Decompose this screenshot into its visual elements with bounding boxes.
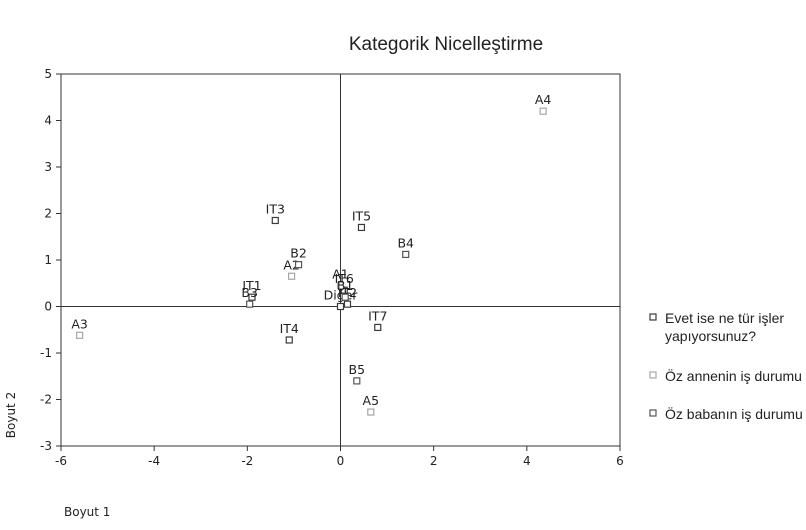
data-point-label: B5 bbox=[349, 362, 366, 377]
data-point-label: IT3 bbox=[266, 201, 285, 216]
data-point-label: B2 bbox=[290, 246, 307, 261]
data-points: IT3IT1IT4IT5IT6IT7DiğerIT2A4A2A1A3A5B2B4… bbox=[71, 92, 552, 416]
legend-marker bbox=[649, 313, 657, 321]
data-point-marker bbox=[341, 293, 349, 301]
data-point-marker bbox=[294, 261, 303, 269]
legend-item: Öz annenin iş durumu bbox=[649, 367, 802, 384]
reference-lines bbox=[61, 74, 620, 446]
legend-item: Evet ise ne tür işler yapıyorsunuz? bbox=[649, 310, 784, 344]
data-point-marker bbox=[340, 286, 348, 294]
legend-label: Öz babanın iş durumu bbox=[665, 405, 803, 422]
y-tick-label: 5 bbox=[44, 67, 52, 81]
data-point-marker bbox=[287, 272, 296, 280]
legend-marker bbox=[649, 409, 657, 417]
y-axis-ticks: -3 -2 -1 0 1 2 3 4 5 bbox=[40, 67, 61, 453]
data-point-label: IT5 bbox=[352, 208, 371, 223]
data-point-marker bbox=[539, 107, 547, 115]
legend-label: Öz annenin iş durumu bbox=[665, 367, 802, 384]
legend-item: Öz babanın iş durumu bbox=[649, 405, 803, 422]
y-tick-label: 3 bbox=[44, 160, 52, 174]
x-tick-label: 0 bbox=[337, 454, 345, 468]
data-point-label: A5 bbox=[363, 393, 380, 408]
chart-title: Kategorik Nicelleştirme bbox=[349, 34, 543, 55]
data-point-label: IT4 bbox=[280, 321, 299, 336]
data-point-marker bbox=[271, 216, 279, 225]
legend-marker bbox=[649, 371, 657, 379]
series-2: A4 A2 A1 A3 A5 bbox=[71, 92, 552, 416]
x-axis-label: Boyut 1 bbox=[64, 505, 110, 519]
legend-label: Evet ise ne tür işler bbox=[665, 310, 784, 326]
data-point-marker bbox=[246, 300, 254, 308]
data-point-label: A2 bbox=[283, 257, 300, 272]
data-point-label: B3 bbox=[241, 285, 258, 300]
data-point-marker bbox=[285, 336, 293, 344]
x-tick-label: 2 bbox=[430, 454, 438, 468]
y-tick-label: 0 bbox=[44, 300, 52, 314]
data-point-label: IT7 bbox=[368, 308, 387, 323]
data-point-marker bbox=[248, 293, 256, 301]
data-point-marker bbox=[336, 281, 345, 290]
y-tick-label: -2 bbox=[40, 393, 52, 407]
x-axis-ticks: -6 -4 -2 0 2 4 6 bbox=[55, 446, 624, 468]
y-tick-label: 1 bbox=[44, 253, 52, 267]
data-point-label: Diğer bbox=[324, 288, 359, 303]
x-tick-label: 6 bbox=[616, 454, 624, 468]
data-point-label: A4 bbox=[535, 92, 552, 107]
y-tick-label: 4 bbox=[44, 114, 52, 128]
series-3: B2 B4 B3 B1 B5 bbox=[241, 235, 414, 385]
data-point-label: B1 bbox=[337, 278, 354, 293]
data-point-marker bbox=[336, 302, 345, 311]
data-point-label: A3 bbox=[71, 316, 88, 331]
x-tick-label: 4 bbox=[523, 454, 531, 468]
data-point-marker bbox=[367, 408, 375, 416]
legend: Evet ise ne tür işler yapıyorsunuz? Öz ann… bbox=[649, 310, 803, 422]
x-tick-label: -4 bbox=[148, 454, 160, 468]
data-point-marker bbox=[76, 331, 84, 339]
y-tick-label: -3 bbox=[40, 439, 52, 453]
data-point-marker bbox=[374, 323, 382, 332]
data-point-label: IT1 bbox=[242, 278, 261, 293]
data-point-label: A1 bbox=[332, 267, 349, 282]
y-tick-label: 2 bbox=[44, 207, 52, 221]
x-tick-label: -2 bbox=[241, 454, 253, 468]
data-point-marker bbox=[343, 300, 352, 308]
x-tick-label: -6 bbox=[55, 454, 67, 468]
y-tick-label: -1 bbox=[40, 346, 52, 360]
data-point-marker bbox=[353, 377, 361, 385]
data-point-marker bbox=[357, 223, 366, 232]
data-point-marker bbox=[402, 250, 410, 259]
y-axis-label: Boyut 2 bbox=[4, 392, 18, 438]
data-point-label: B4 bbox=[397, 235, 414, 250]
legend-label: yapıyorsunuz? bbox=[665, 328, 756, 344]
